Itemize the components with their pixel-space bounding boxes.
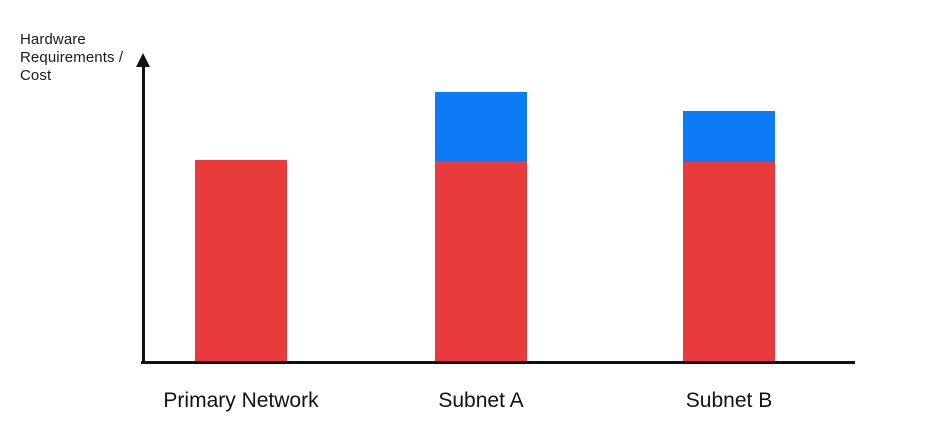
bar-primary-network — [195, 160, 287, 361]
category-label-subnet-a: Subnet A — [438, 388, 524, 412]
bar-segment-blue — [435, 92, 527, 161]
bar-segment-red — [683, 162, 775, 361]
y-axis-line — [142, 62, 145, 363]
category-label-primary-network: Primary Network — [163, 388, 319, 412]
bar-segment-blue — [683, 111, 775, 162]
bar-subnet-b — [683, 111, 775, 361]
bar-segment-red — [195, 160, 287, 361]
bar-subnet-a — [435, 92, 527, 361]
bar-segment-red — [435, 161, 527, 361]
x-axis-line — [141, 361, 855, 364]
arrow-up-icon — [136, 53, 150, 67]
y-axis-label: Hardware Requirements / Cost — [20, 31, 124, 84]
category-label-subnet-b: Subnet B — [685, 388, 773, 412]
